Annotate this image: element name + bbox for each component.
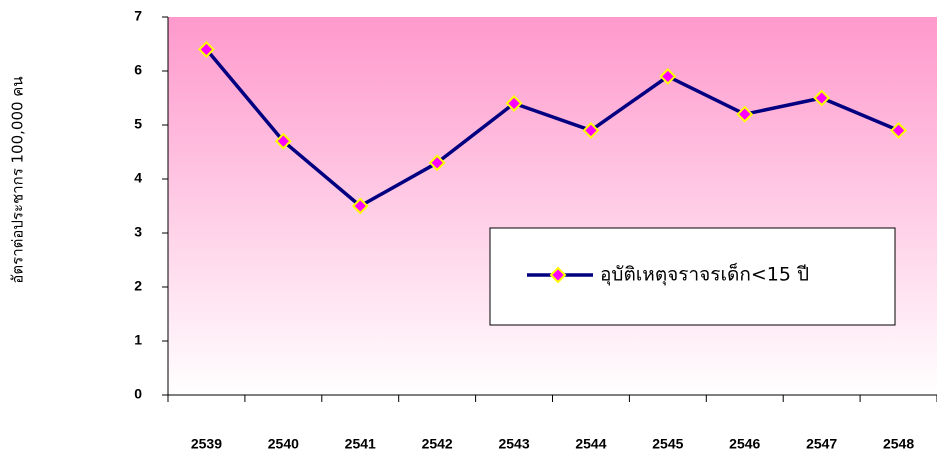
y-tick-label: 1 [134,332,142,348]
x-tick-label: 2539 [191,436,222,452]
y-tick-label: 0 [134,386,142,402]
x-tick-label: 2544 [575,436,606,452]
marker [890,121,907,139]
legend-label: อุบัติเหตุจราจรเด็ก<15 ปี [600,262,809,287]
plot-background [168,17,937,395]
marker [198,40,215,58]
marker [274,132,292,150]
y-axis-label: อัตราต่อประชากร 100,000 คน [9,76,27,283]
marker [351,197,369,215]
series-line [205,48,900,208]
marker [659,67,677,85]
x-tick-label: 2542 [422,436,453,452]
marker [582,121,600,139]
y-tick-label: 7 [134,8,142,24]
x-tick-label: 2547 [806,436,837,452]
y-tick-label: 2 [134,278,142,294]
marker [428,154,446,172]
marker [505,94,523,112]
x-tick-label: 2540 [268,436,299,452]
x-tick-label: 2543 [498,436,529,452]
x-tick-label: 2546 [729,436,760,452]
x-tick-label: 2541 [345,436,376,452]
x-tick-label: 2545 [652,436,683,452]
y-tick-label: 6 [134,62,142,78]
legend-marker [549,266,567,284]
marker [813,89,831,107]
marker [736,105,754,123]
y-tick-label: 4 [134,170,142,186]
x-tick-label: 2548 [883,436,914,452]
y-tick-label: 5 [134,116,142,132]
y-tick-label: 3 [134,224,142,240]
